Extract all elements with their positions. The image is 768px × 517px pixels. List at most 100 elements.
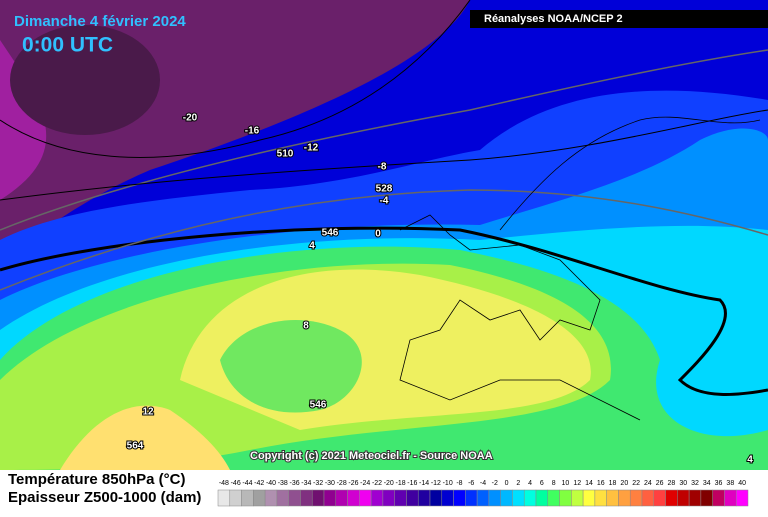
scale-swatch [523, 489, 537, 507]
scale-swatch [241, 489, 254, 507]
scale-swatch [276, 489, 289, 507]
scale-label: -14 [419, 480, 429, 487]
scale-swatch [229, 489, 242, 507]
coastline [499, 116, 761, 231]
scale-swatch [476, 489, 490, 507]
scale-swatch [394, 489, 407, 507]
scale-swatch [700, 489, 713, 507]
scale-label: -26 [348, 480, 358, 487]
scale-label: -4 [480, 480, 486, 487]
warm-core [60, 405, 230, 470]
scale-label: -16 [407, 480, 417, 487]
legend-title: Température 850hPa (°C) [8, 471, 185, 488]
scale-swatch [264, 489, 278, 507]
scale-label: 18 [609, 480, 617, 487]
map-time: 0:00 UTC [22, 34, 113, 57]
contour-label: 564 [127, 441, 144, 452]
scale-swatch [547, 489, 560, 507]
scale-label: -6 [468, 480, 474, 487]
mild-core [220, 320, 362, 413]
scale-swatch [382, 489, 395, 507]
scale-swatch [429, 489, 443, 507]
scale-swatch [500, 489, 513, 507]
scale-label: 22 [632, 480, 640, 487]
contour-label: 510 [277, 149, 294, 160]
scale-label: 32 [691, 480, 699, 487]
scale-swatch [300, 489, 313, 507]
scale-label: -8 [456, 480, 462, 487]
scale-label: 30 [679, 480, 687, 487]
scale-label: 4 [528, 480, 532, 487]
source-label: Réanalyses NOAA/NCEP 2 [484, 13, 623, 25]
scale-swatch [217, 489, 231, 507]
scale-label: -30 [325, 480, 335, 487]
scale-label: 12 [573, 480, 581, 487]
scale-label: 6 [540, 480, 544, 487]
scale-label: -40 [266, 480, 276, 487]
scale-swatch [712, 489, 725, 507]
scale-swatch [288, 489, 301, 507]
scale-label: 16 [597, 480, 605, 487]
scale-label: -20 [384, 480, 394, 487]
scale-label: 36 [715, 480, 723, 487]
scale-label: 38 [726, 480, 734, 487]
scale-label: -44 [242, 480, 252, 487]
scale-label: 8 [552, 480, 556, 487]
scale-swatch [406, 489, 419, 507]
copyright: Copyright (c) 2021 Meteociel.fr - Source… [250, 450, 493, 462]
scale-label: 34 [703, 480, 711, 487]
scale-label: 0 [505, 480, 509, 487]
scale-label: -38 [278, 480, 288, 487]
scale-label: -24 [360, 480, 370, 487]
scale-swatch [724, 489, 737, 507]
scale-swatch [535, 489, 549, 507]
scale-swatch [688, 489, 702, 507]
thickness-line [0, 189, 768, 291]
cold-core [10, 25, 160, 135]
contour-label: 12 [142, 407, 154, 418]
coastline [399, 214, 641, 421]
scale-swatch [594, 489, 607, 507]
scale-label: 28 [668, 480, 676, 487]
scale-label: -32 [313, 480, 323, 487]
contour-label: 4 [747, 455, 753, 466]
legend-title: Epaisseur Z500-1000 (dam) [8, 489, 201, 506]
scale-label: -12 [431, 480, 441, 487]
isotherm [0, 109, 768, 201]
contour-label: 0 [375, 229, 381, 240]
source-box [470, 10, 768, 28]
scale-label: 24 [644, 480, 652, 487]
scale-swatch [629, 489, 643, 507]
contour-label: 546 [322, 228, 339, 239]
scale-swatch [641, 489, 655, 507]
contour-label: -20 [183, 113, 198, 124]
scale-label: -2 [492, 480, 498, 487]
scale-swatch [323, 489, 337, 507]
contour-label: -16 [245, 126, 260, 137]
scale-swatch [735, 489, 749, 507]
scale-swatch [665, 489, 678, 507]
scale-swatch [359, 489, 372, 507]
scale-label: 20 [620, 480, 628, 487]
scale-label: -34 [301, 480, 311, 487]
contour-label: 8 [303, 321, 309, 332]
scale-swatch [370, 489, 384, 507]
scale-label: -42 [254, 480, 264, 487]
isotherm [0, 0, 471, 158]
scale-swatch [465, 489, 478, 507]
scale-swatch [441, 489, 454, 507]
scale-label: -22 [372, 480, 382, 487]
scale-label: -36 [289, 480, 299, 487]
scale-swatch [335, 489, 348, 507]
scale-swatch [653, 489, 666, 507]
scale-swatch [512, 489, 525, 507]
scale-swatch [571, 489, 584, 507]
contour-label: 546 [310, 400, 327, 411]
scale-label: 2 [516, 480, 520, 487]
scale-label: -46 [231, 480, 241, 487]
scale-label: 26 [656, 480, 664, 487]
scale-swatch [417, 489, 431, 507]
contour-label: 4 [309, 241, 315, 252]
map-date: Dimanche 4 février 2024 [14, 13, 186, 30]
scale-swatch [253, 489, 266, 507]
